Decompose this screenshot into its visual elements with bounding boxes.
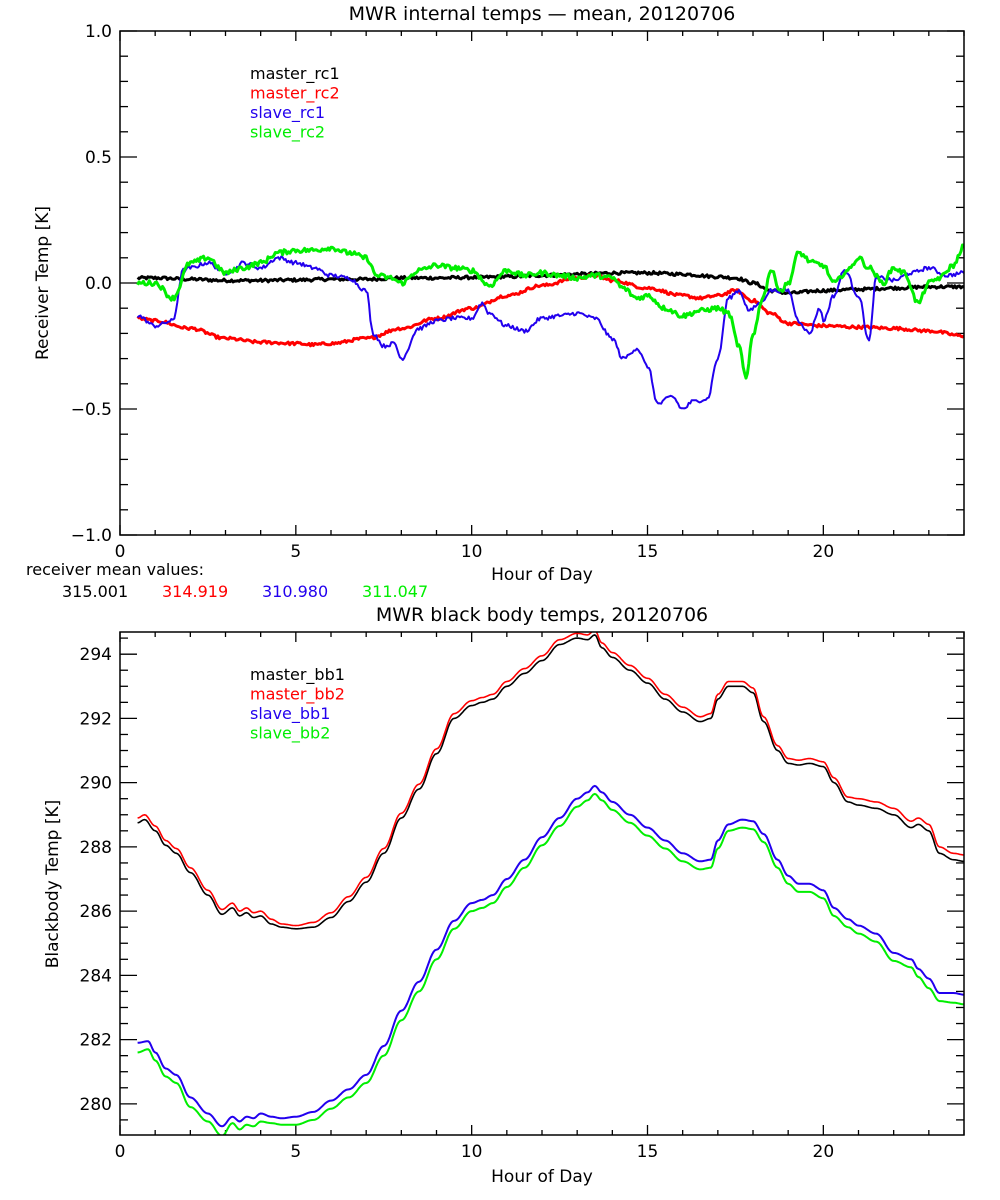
y-tick-label: 288: [80, 838, 112, 858]
legend-entry: master_rc2: [250, 84, 340, 104]
x-tick-label: 15: [637, 1142, 659, 1162]
series-line-master-bb2: [137, 632, 964, 927]
x-tick-label: 20: [813, 1142, 835, 1162]
y-tick-label: 290: [80, 774, 112, 794]
series-line-slave-bb1: [137, 784, 964, 1128]
y-tick-label: −1.0: [71, 526, 112, 546]
series-group: [137, 632, 964, 1135]
chart-title: MWR internal temps — mean, 20120706: [349, 3, 736, 25]
x-tick-label: 5: [290, 542, 301, 562]
x-tick-label: 20: [813, 542, 835, 562]
plot-frame: [119, 631, 965, 1136]
receiver-mean-block: receiver mean values: 315.001 314.919 31…: [26, 560, 428, 601]
y-tick-label: 292: [80, 709, 112, 729]
x-tick-label: 0: [115, 1142, 126, 1162]
y-tick-label: 286: [80, 902, 112, 922]
x-axis-label: Hour of Day: [491, 565, 593, 585]
x-tick-label: 15: [637, 542, 659, 562]
legend-entry: master_rc1: [250, 64, 340, 84]
x-tick-label: 5: [290, 1142, 301, 1162]
legend-entry: slave_rc1: [250, 103, 325, 123]
series-group: [136, 243, 964, 410]
y-tick-label: 1.0: [85, 22, 112, 42]
legend-entry: master_bb1: [250, 665, 345, 685]
chart-title: MWR black body temps, 20120706: [376, 604, 708, 626]
y-tick-label: 282: [80, 1031, 112, 1051]
x-tick-label: 10: [461, 542, 483, 562]
plot-frame: [119, 30, 965, 536]
x-tick-label: 0: [115, 542, 126, 562]
series-line-slave-rc2: [136, 243, 964, 380]
y-tick-label: −0.5: [71, 400, 112, 420]
series-line-master-bb1: [137, 634, 964, 930]
y-axis-label: Receiver Temp [K]: [33, 206, 53, 360]
y-tick-label: 0.0: [85, 274, 112, 294]
receiver-temp-chart: MWR internal temps — mean, 20120706 Hour…: [33, 3, 965, 585]
legend-entry: slave_bb1: [250, 704, 330, 724]
y-tick-label: 0.5: [85, 148, 112, 168]
y-tick-label: 280: [80, 1095, 112, 1115]
x-axis-label: Hour of Day: [491, 1167, 593, 1187]
receiver-mean-value: 310.980: [262, 582, 328, 601]
axis-ticks: 0 5 10 15 20 −1.0 −0.5 0.0 0.5 1.0: [71, 22, 965, 562]
y-tick-label: 294: [80, 645, 112, 665]
blackbody-temp-chart: MWR black body temps, 20120706 Hour of D…: [43, 604, 965, 1187]
legend-entry: slave_rc2: [250, 123, 325, 143]
legend-entry: master_bb2: [250, 685, 345, 705]
series-line-master-rc2: [136, 272, 964, 348]
legend-entry: slave_bb2: [250, 724, 330, 744]
axis-ticks: 0 5 10 15 20 280 282 284 286 288 290 292 294: [80, 632, 965, 1162]
y-axis-label: Blackbody Temp [K]: [43, 800, 63, 969]
series-line-slave-bb2: [137, 792, 964, 1135]
x-tick-label: 10: [461, 1142, 483, 1162]
receiver-mean-value: 314.919: [162, 582, 228, 601]
receiver-mean-label: receiver mean values:: [26, 560, 204, 579]
y-tick-label: 284: [80, 966, 112, 986]
series-line-slave-rc1: [136, 255, 964, 410]
receiver-mean-value: 315.001: [62, 582, 128, 601]
receiver-mean-value: 311.047: [362, 582, 428, 601]
